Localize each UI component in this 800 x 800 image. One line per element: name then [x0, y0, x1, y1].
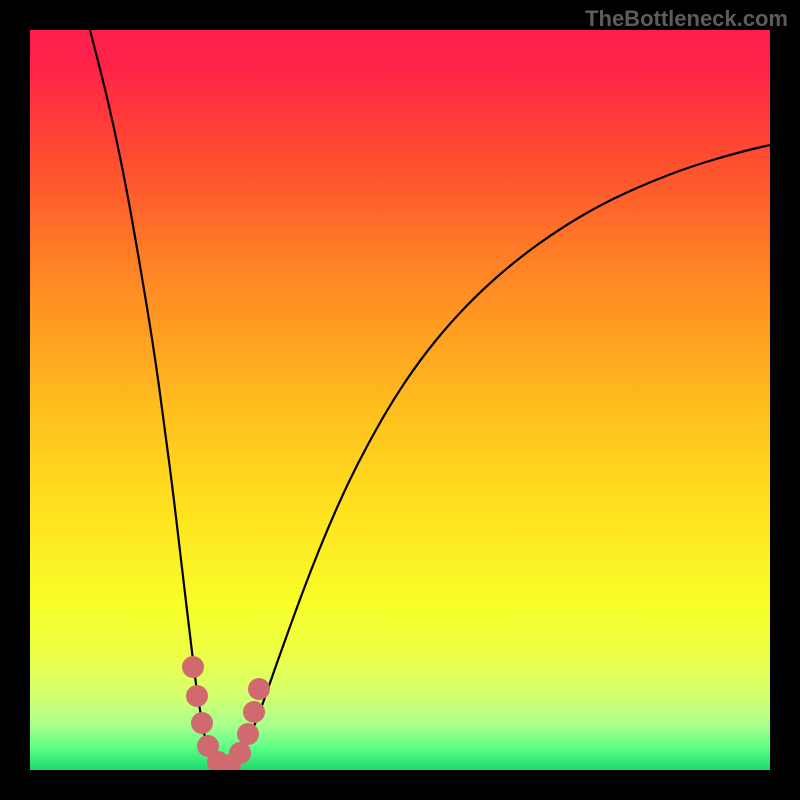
marker-dot	[182, 656, 204, 678]
marker-dot	[243, 701, 265, 723]
plot-area	[30, 30, 770, 770]
watermark-text: TheBottleneck.com	[585, 6, 788, 32]
chart-svg	[30, 30, 770, 770]
marker-dot	[186, 685, 208, 707]
marker-dot	[248, 678, 270, 700]
marker-dot	[229, 742, 251, 764]
marker-group	[182, 656, 270, 770]
marker-dot	[237, 723, 259, 745]
figure-root: TheBottleneck.com	[0, 0, 800, 800]
marker-dot	[191, 712, 213, 734]
